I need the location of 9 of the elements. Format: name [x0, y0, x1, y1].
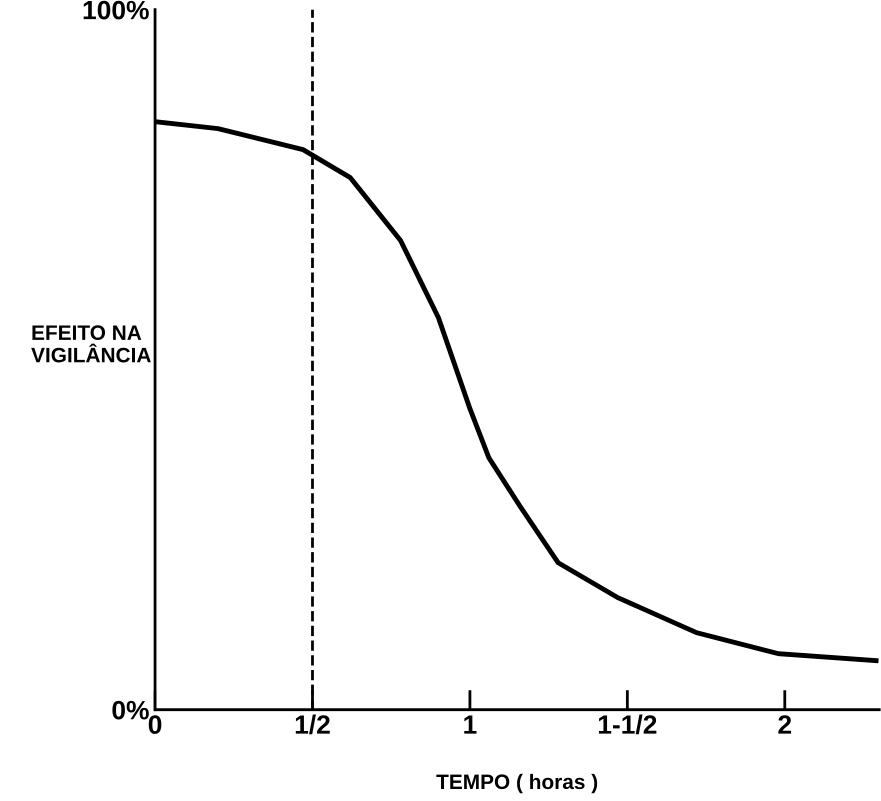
x-tick-label: 1 [464, 716, 477, 734]
y-axis-title: EFEITO NA VIGILÂNCIA [31, 325, 151, 362]
y-tick-label: 100% [84, 0, 149, 20]
x-tick-label: 0 [148, 715, 162, 734]
y-tick-label: 0% [112, 700, 149, 720]
x-tick-label: 2 [778, 715, 792, 734]
x-tick-label: 1/2 [296, 714, 330, 734]
x-tick-label: 1-1/2 [598, 714, 656, 734]
x-axis-title: TEMPO ( horas ) [436, 774, 598, 794]
